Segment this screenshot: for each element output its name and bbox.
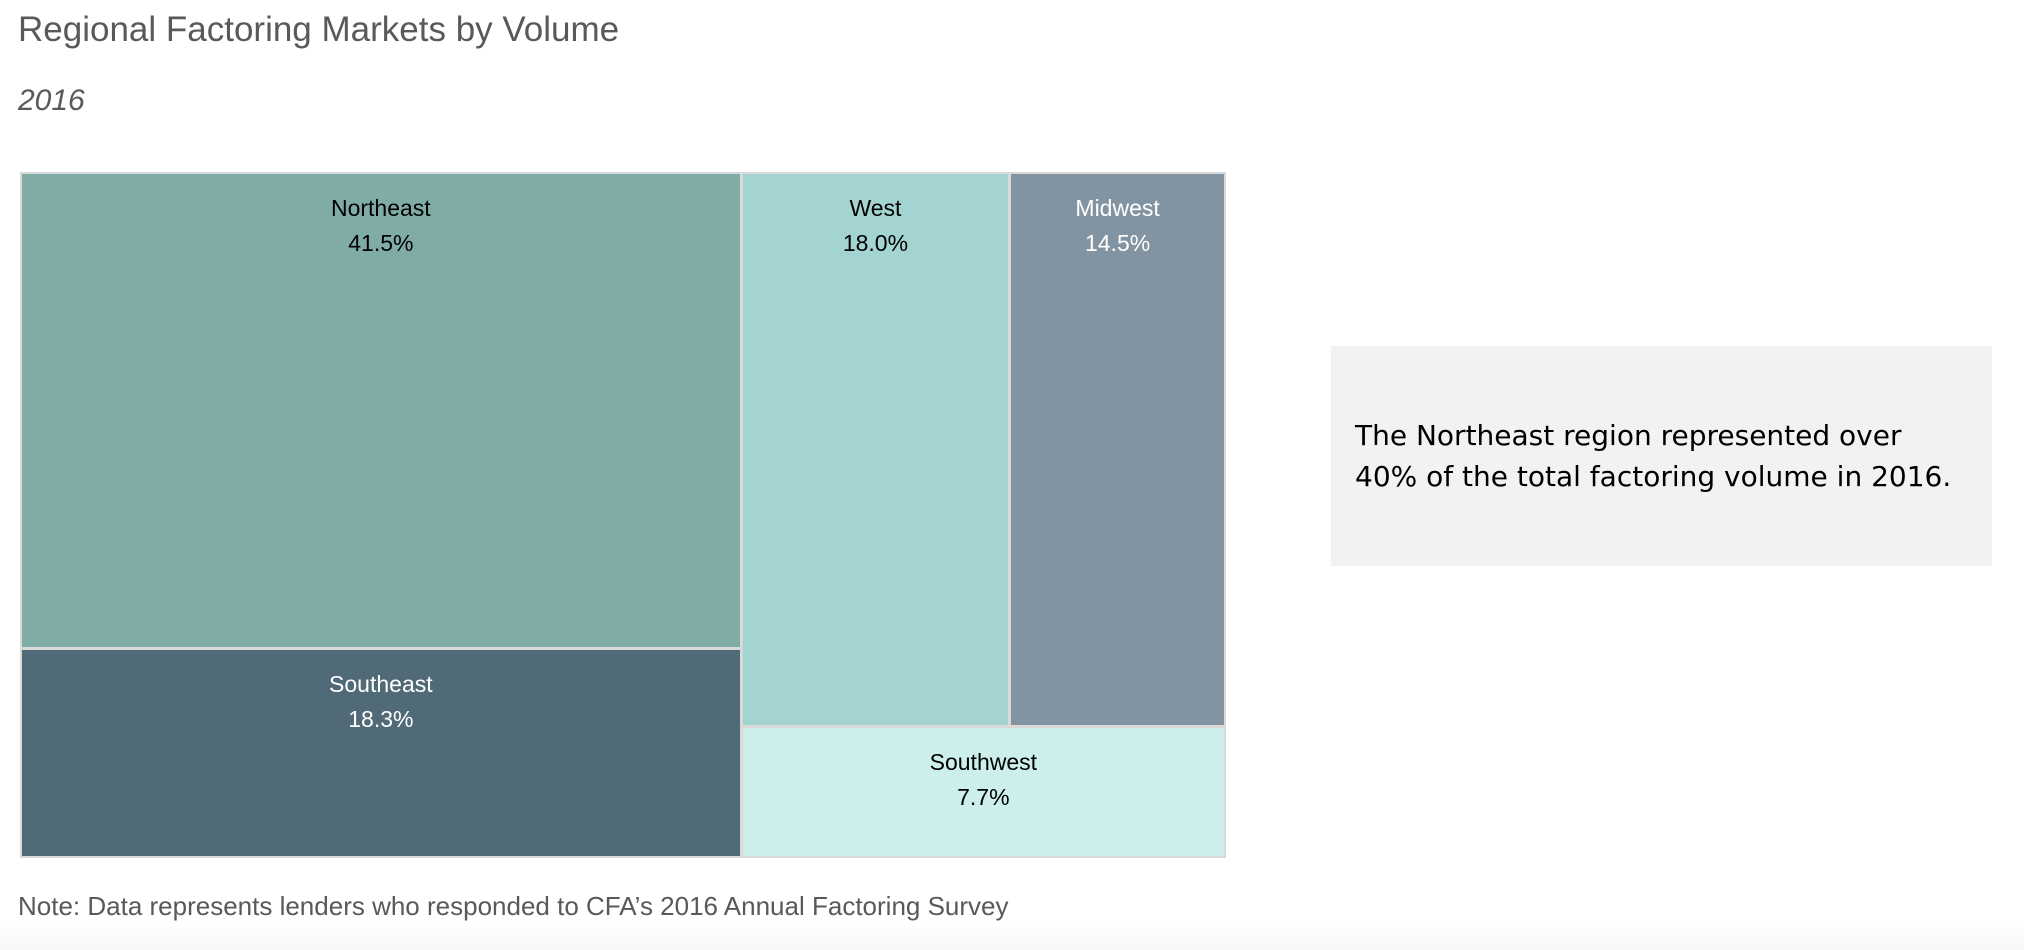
tile-label: Southeast: [329, 670, 433, 697]
tile-value: 18.3%: [348, 705, 414, 732]
chart-subtitle: 2016: [18, 84, 85, 117]
bottom-fade: [0, 924, 2024, 950]
tile-label: West: [849, 195, 902, 221]
treemap-tile-midwest: Midwest 14.5%: [1011, 174, 1224, 726]
tile-value: 14.5%: [1084, 230, 1151, 256]
treemap-tile-northeast: Northeast 41.5%: [22, 174, 740, 647]
tile-value: 18.0%: [842, 230, 909, 256]
treemap-tile-southwest: Southwest 7.7%: [742, 728, 1224, 856]
insight-callout-text: The Northeast region represented over 40…: [1355, 419, 1952, 493]
footnote: Note: Data represents lenders who respon…: [18, 891, 1009, 921]
tile-label: Midwest: [1075, 195, 1160, 221]
tile-label: Northeast: [330, 195, 431, 221]
chart-title: Regional Factoring Markets by Volume: [18, 10, 620, 49]
treemap-chart: Northeast 41.5% Southeast 18.3% West 18.0% Mid…: [20, 172, 1226, 858]
treemap-tile-west: West 18.0%: [742, 174, 1009, 726]
tile-value: 7.7%: [957, 784, 1010, 811]
insight-callout: The Northeast region represented over 40…: [1331, 346, 1992, 566]
treemap-tile-southeast: Southeast 18.3%: [22, 649, 740, 856]
tile-label: Southwest: [929, 749, 1038, 776]
tile-value: 41.5%: [348, 230, 414, 256]
